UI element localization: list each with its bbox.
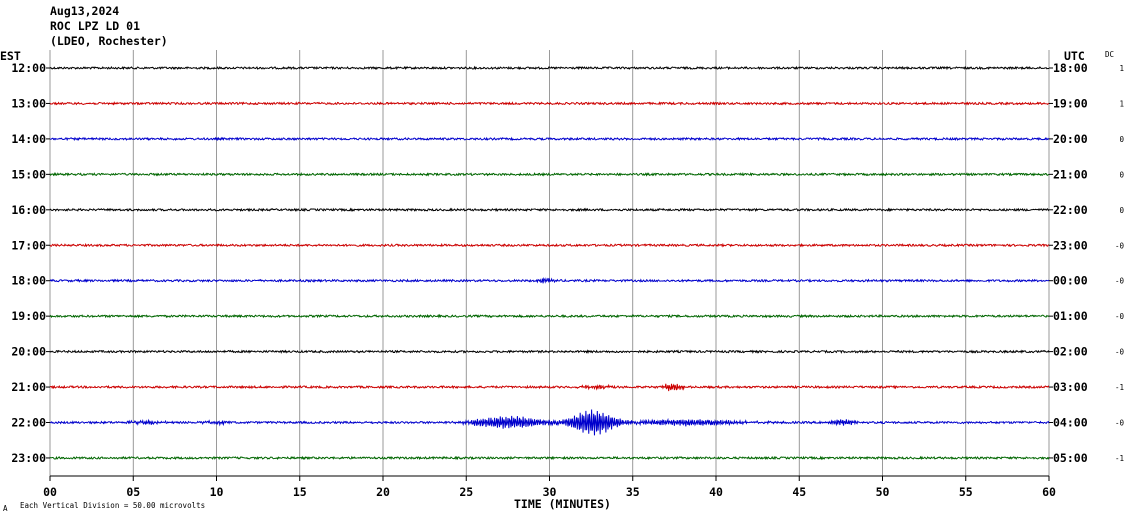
est-hour-label: 18:00: [11, 274, 46, 288]
header-date: Aug13,2024: [50, 4, 120, 18]
x-tick-label: 45: [792, 485, 806, 499]
utc-hour-label: 22:00: [1053, 203, 1088, 217]
utc-hour-label: 18:00: [1053, 61, 1088, 75]
dc-offset-value: -1: [1115, 454, 1124, 463]
trace-1400: [49, 136, 1050, 142]
trace-2000: [49, 349, 1050, 354]
trace-1500: [49, 172, 1050, 177]
est-hour-label: 14:00: [11, 132, 46, 146]
right-tz-label: UTC: [1064, 49, 1085, 63]
x-tick-label: 35: [626, 485, 640, 499]
dc-offset-value: -0: [1115, 312, 1125, 321]
utc-hour-label: 04:00: [1053, 416, 1088, 430]
utc-hour-label: 05:00: [1053, 451, 1088, 465]
est-hour-label: 19:00: [11, 309, 46, 323]
traces-layer: [49, 65, 1050, 461]
trace-1200: [49, 65, 1050, 71]
dc-offset-value: -1: [1115, 383, 1124, 392]
trace-2300: [49, 455, 1050, 461]
trace-1600: [49, 207, 1050, 213]
trace-1800: [49, 277, 1050, 284]
corner-mark: A: [3, 504, 8, 513]
x-tick-label: 20: [376, 485, 390, 499]
est-hour-label: 13:00: [11, 96, 46, 110]
utc-hour-label: 20:00: [1053, 132, 1088, 146]
est-hour-label: 15:00: [11, 167, 46, 181]
x-tick-label: 10: [210, 485, 224, 499]
est-hour-label: 20:00: [11, 345, 46, 359]
utc-hour-label: 00:00: [1053, 274, 1088, 288]
scale-note: Each Vertical Division = 50.00 microvolt…: [20, 501, 205, 510]
est-hour-label: 21:00: [11, 380, 46, 394]
x-tick-label: 25: [459, 485, 473, 499]
est-hour-label: 23:00: [11, 451, 46, 465]
est-hour-label: 12:00: [11, 61, 46, 75]
trace-1900: [49, 313, 1050, 319]
dc-label: DC: [1105, 50, 1114, 59]
dc-offset-value: -0: [1115, 277, 1125, 286]
utc-hour-label: 03:00: [1053, 380, 1088, 394]
x-tick-label: 00: [43, 485, 57, 499]
est-hour-label: 16:00: [11, 203, 46, 217]
dc-offset-value: 1: [1119, 64, 1124, 73]
dc-offset-value: -0: [1115, 419, 1125, 428]
trace-2200: [49, 409, 1050, 436]
chart-header: Aug13,2024 ROC LPZ LD 01 (LDEO, Rocheste…: [50, 4, 168, 49]
dc-offset-value: 0: [1119, 170, 1124, 179]
x-tick-label: 05: [126, 485, 140, 499]
trace-2100: [49, 383, 1050, 392]
dc-offset-value: -0: [1115, 241, 1125, 250]
x-tick-label: 60: [1042, 485, 1056, 499]
x-tick-label: 15: [293, 485, 307, 499]
left-tz-label: EST: [0, 49, 21, 63]
header-station: ROC LPZ LD 01: [50, 19, 141, 33]
est-hour-label: 22:00: [11, 416, 46, 430]
dc-offset-value: -0: [1115, 348, 1125, 357]
x-axis-title: TIME (MINUTES): [514, 497, 611, 511]
utc-hour-label: 21:00: [1053, 167, 1088, 181]
grid-layer: [49, 50, 1050, 476]
x-tick-label: 50: [876, 485, 890, 499]
trace-1700: [49, 242, 1050, 248]
utc-hour-label: 23:00: [1053, 238, 1088, 252]
dc-offset-value: 0: [1119, 135, 1124, 144]
header-network: (LDEO, Rochester): [50, 34, 168, 48]
x-tick-label: 55: [959, 485, 973, 499]
x-tick-label: 40: [709, 485, 723, 499]
x-tick-label: 30: [543, 485, 557, 499]
trace-1300: [49, 101, 1050, 106]
utc-hour-label: 02:00: [1053, 345, 1088, 359]
dc-offset-value: 1: [1119, 99, 1124, 108]
dc-offset-value: 0: [1119, 206, 1124, 215]
utc-hour-label: 01:00: [1053, 309, 1088, 323]
est-hour-label: 17:00: [11, 238, 46, 252]
utc-hour-label: 19:00: [1053, 96, 1088, 110]
